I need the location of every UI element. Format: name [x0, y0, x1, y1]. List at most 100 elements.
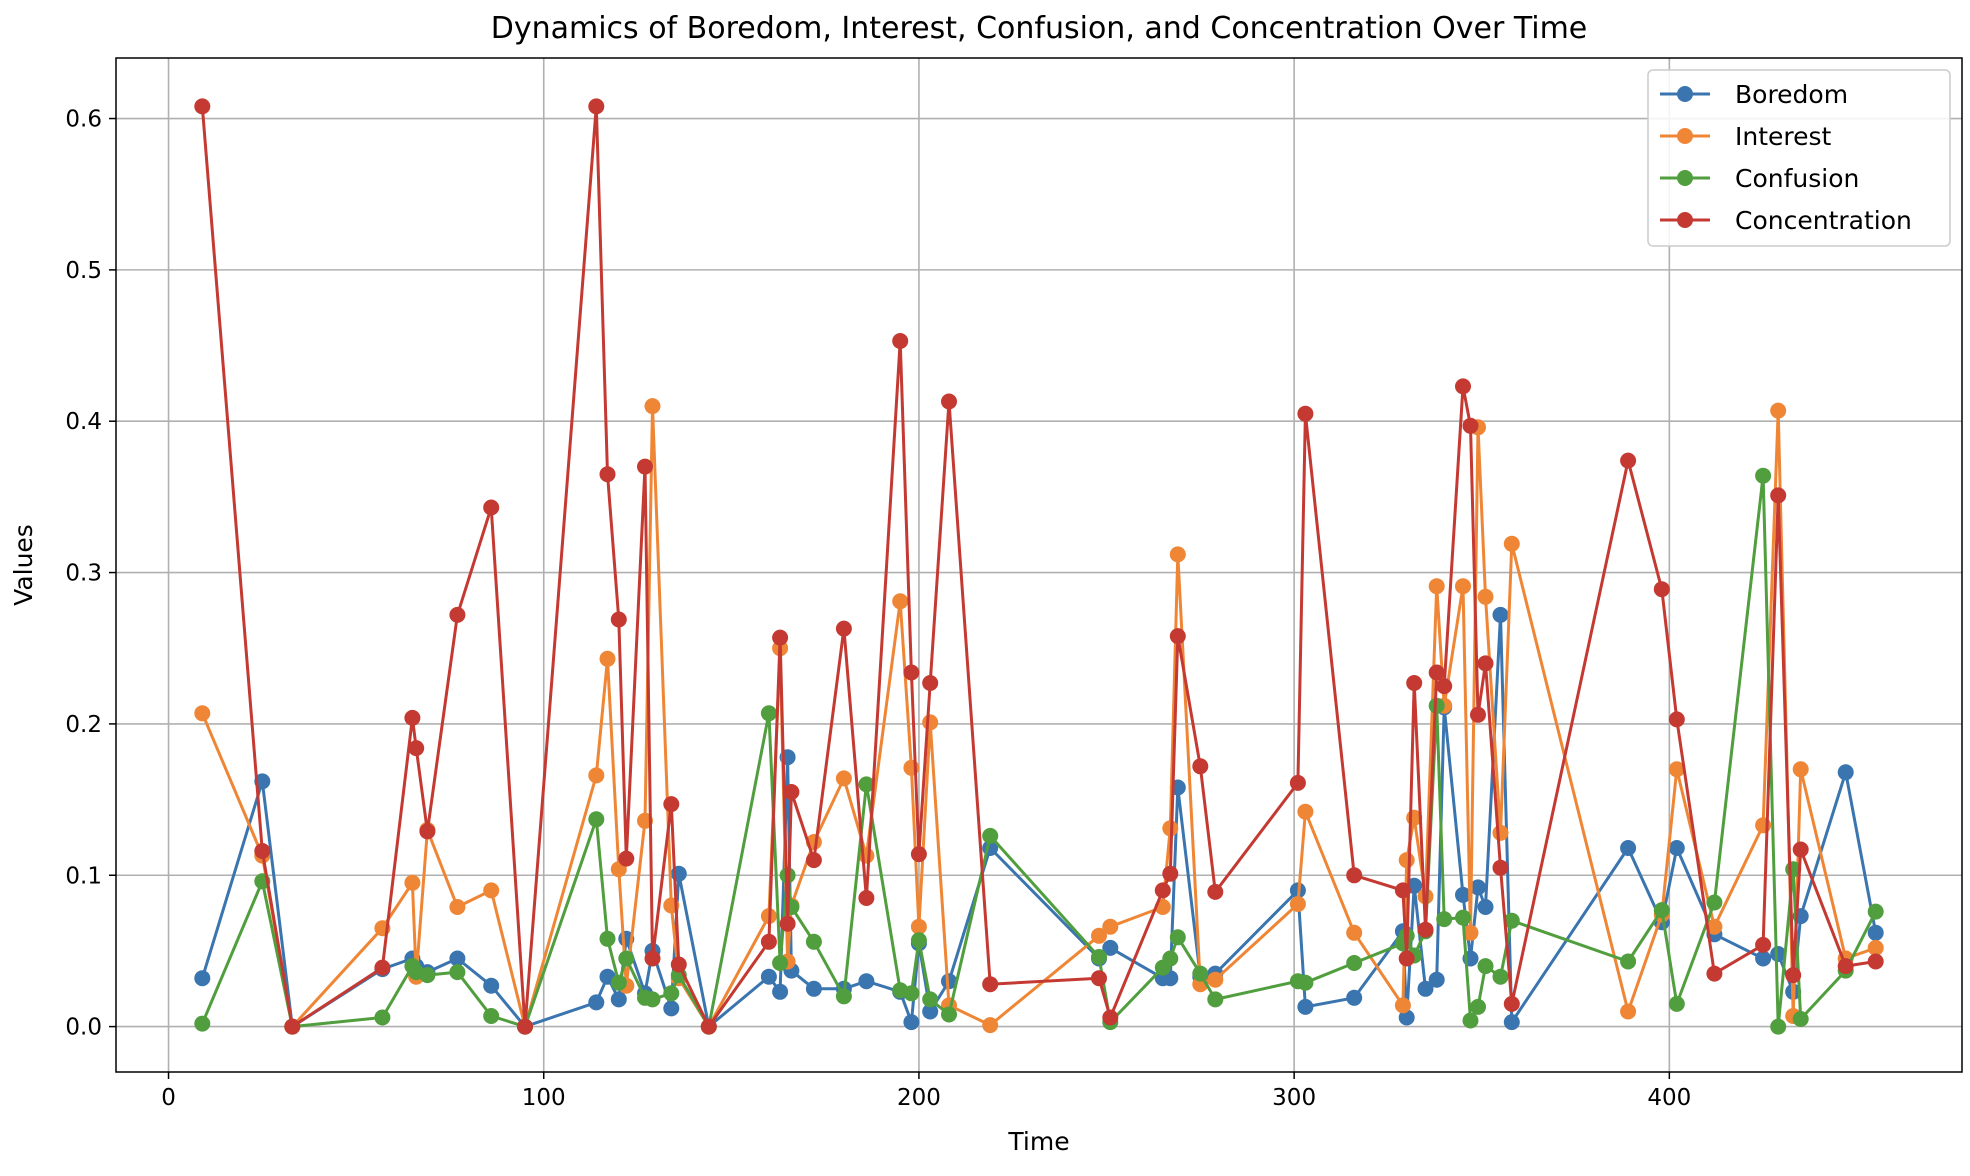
legend-marker-confusion — [1677, 170, 1693, 186]
data-point-boredom — [1455, 886, 1471, 903]
x-axis-label: Time — [1007, 1127, 1069, 1156]
data-point-interest — [982, 1017, 999, 1034]
data-point-concentration — [517, 1018, 533, 1035]
axis-ticks: 0 100 200 300 400 0.0 0.1 0.2 0.3 0.4 0.5 0.6 — [65, 107, 1691, 1111]
data-point-concentration — [760, 933, 777, 950]
data-point-confusion — [194, 1015, 211, 1032]
data-point-boredom — [1398, 1009, 1415, 1026]
data-point-confusion — [1455, 909, 1471, 926]
y-tick-label: 0.5 — [65, 258, 102, 284]
x-tick-label: 400 — [1647, 1085, 1691, 1111]
x-tick-label: 200 — [897, 1085, 941, 1111]
data-point-concentration — [404, 709, 421, 726]
data-point-concentration — [1102, 1009, 1119, 1026]
data-point-concentration — [610, 611, 627, 628]
data-point-concentration — [1192, 758, 1209, 775]
data-point-concentration — [922, 675, 939, 691]
data-point-interest — [1102, 918, 1119, 935]
data-point-concentration — [779, 915, 796, 932]
data-point-confusion — [805, 933, 822, 950]
data-point-concentration — [1792, 841, 1809, 858]
data-point-concentration — [194, 98, 211, 115]
data-point-interest — [483, 882, 500, 899]
series-line-boredom — [200, 613, 1878, 1029]
legend-item-interest: Interest — [1660, 122, 1832, 151]
data-point-interest — [835, 770, 852, 787]
data-point-interest — [1503, 535, 1520, 552]
data-point-confusion — [599, 930, 616, 947]
data-point-confusion — [1462, 1012, 1479, 1029]
data-point-interest — [1428, 578, 1445, 595]
data-point-boredom — [1867, 924, 1884, 941]
data-point-confusion — [1477, 958, 1494, 975]
data-point-concentration — [284, 1018, 301, 1035]
data-point-concentration — [1428, 664, 1445, 681]
data-point-concentration — [1154, 882, 1171, 899]
data-point-confusion — [610, 974, 627, 991]
data-point-concentration — [982, 976, 999, 993]
data-point-confusion — [1162, 950, 1179, 967]
data-point-confusion — [1706, 894, 1723, 911]
legend-label-boredom: Boredom — [1735, 80, 1848, 109]
data-point-boredom — [1837, 764, 1854, 781]
data-point-boredom — [588, 994, 605, 1011]
data-point-boredom — [772, 983, 789, 1000]
data-point-confusion — [941, 1006, 957, 1023]
data-point-concentration — [772, 629, 789, 646]
data-point-concentration — [1837, 958, 1854, 975]
y-tick-label: 0.6 — [65, 107, 102, 133]
data-point-interest — [1455, 578, 1471, 595]
data-point-confusion — [1297, 974, 1314, 991]
data-point-concentration — [858, 890, 875, 906]
data-point-boredom — [1503, 1014, 1520, 1031]
data-point-confusion — [760, 705, 777, 722]
data-point-concentration — [1755, 936, 1772, 953]
data-point-interest — [1867, 939, 1884, 956]
data-point-concentration — [1289, 774, 1306, 791]
chart-title: Dynamics of Boredom, Interest, Confusion… — [491, 11, 1588, 46]
data-point-boredom — [760, 968, 777, 985]
data-point-concentration — [1492, 859, 1509, 876]
data-point-interest — [1207, 971, 1224, 988]
series-layer — [194, 98, 1884, 1035]
data-point-concentration — [483, 499, 500, 516]
data-point-interest — [910, 918, 927, 935]
data-point-boredom — [1770, 946, 1787, 962]
data-point-boredom — [1102, 939, 1119, 956]
data-point-interest — [1770, 402, 1787, 419]
data-point-boredom — [1346, 989, 1363, 1006]
data-point-interest — [1169, 546, 1186, 563]
data-point-interest — [1668, 761, 1685, 778]
data-point-concentration — [254, 843, 271, 859]
data-point-confusion — [663, 985, 680, 1002]
data-point-concentration — [1503, 995, 1520, 1012]
data-point-confusion — [1770, 1018, 1787, 1035]
series-concentration — [194, 98, 1884, 1035]
y-tick-label: 0.4 — [65, 409, 102, 435]
data-point-interest — [1289, 896, 1306, 912]
data-point-concentration — [1207, 883, 1224, 900]
data-point-confusion — [588, 811, 605, 828]
data-point-boredom — [663, 1000, 680, 1017]
data-point-concentration — [1346, 867, 1363, 884]
data-point-concentration — [637, 458, 653, 475]
data-point-concentration — [892, 333, 909, 349]
data-point-concentration — [618, 850, 635, 867]
series-line-concentration — [200, 104, 1876, 1029]
grid — [116, 58, 1962, 1072]
data-point-confusion — [1755, 467, 1772, 484]
data-point-confusion — [374, 1009, 391, 1026]
data-point-concentration — [1169, 628, 1186, 645]
legend: Boredom Interest Confusion Concentration — [1647, 69, 1951, 247]
data-point-interest — [588, 767, 605, 784]
data-point-boredom — [610, 991, 627, 1008]
data-point-concentration — [663, 796, 680, 813]
legend-item-boredom: Boredom — [1660, 80, 1848, 109]
data-point-concentration — [910, 846, 927, 863]
data-point-boredom — [449, 950, 466, 967]
data-point-confusion — [449, 964, 466, 981]
data-point-boredom — [805, 980, 822, 997]
data-point-boredom — [1620, 840, 1637, 856]
data-point-interest — [892, 593, 909, 610]
